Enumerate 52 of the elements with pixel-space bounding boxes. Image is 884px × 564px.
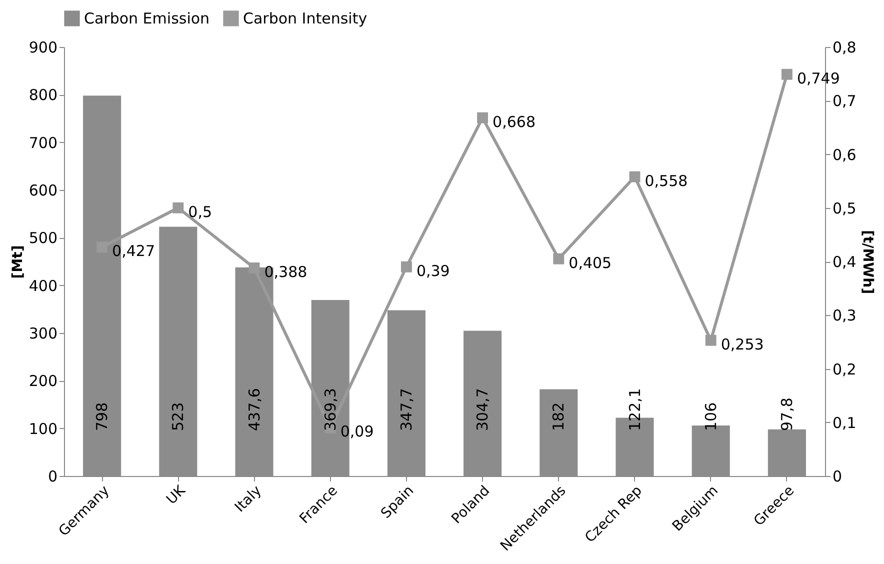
data-label: 0,749 xyxy=(796,69,840,88)
data-label: 106 xyxy=(702,402,720,431)
data-label: 369,3 xyxy=(321,388,340,431)
y-tick-label: 400 xyxy=(28,276,58,295)
y-tick-label: 900 xyxy=(28,38,58,56)
y2-tick-label: 0,5 xyxy=(832,199,856,218)
data-label: 304,7 xyxy=(474,388,492,431)
legend-label: Carbon Emission xyxy=(84,9,210,28)
data-label: 798 xyxy=(93,402,112,431)
point xyxy=(781,68,792,80)
data-label: 347,7 xyxy=(397,388,416,431)
y-tick-label: 300 xyxy=(28,324,58,342)
y-axis-title: [Mt] xyxy=(10,245,26,279)
legend-label: Carbon Intensity xyxy=(243,9,368,28)
data-label: 437,6 xyxy=(245,388,264,431)
data-label: 0,558 xyxy=(644,172,688,190)
y-tick-label: 600 xyxy=(28,182,58,200)
data-label: 523 xyxy=(169,402,188,431)
y2-tick-label: 0,3 xyxy=(832,306,856,325)
y-tick-label: 200 xyxy=(28,372,58,390)
data-label: 0,388 xyxy=(264,262,308,281)
data-label: 0,5 xyxy=(188,202,212,221)
y2-tick-label: 0,6 xyxy=(832,146,856,164)
data-label: 0,668 xyxy=(492,112,536,131)
y-tick-label: 0 xyxy=(48,468,58,486)
point xyxy=(400,261,412,272)
y2-tick-label: 0,4 xyxy=(832,253,856,271)
y2-tick-label: 0,1 xyxy=(832,414,856,432)
y2-tick-label: 0,2 xyxy=(832,360,856,378)
y2-tick-label: 0,7 xyxy=(832,92,856,110)
data-label: 97,8 xyxy=(778,398,796,431)
y-tick-label: 100 xyxy=(28,420,58,438)
data-label: 0,405 xyxy=(568,254,612,272)
point xyxy=(248,262,260,274)
data-label: 0,427 xyxy=(112,242,156,260)
data-label: 0,09 xyxy=(340,422,374,441)
point xyxy=(172,202,184,214)
point xyxy=(705,334,716,346)
data-label: 0,253 xyxy=(720,335,764,354)
point xyxy=(477,112,488,124)
data-label: 0,39 xyxy=(416,262,450,280)
data-label: 122,1 xyxy=(626,388,644,431)
x-tick-label: UK xyxy=(164,482,190,508)
point xyxy=(553,253,564,264)
y2-tick-label: 0,8 xyxy=(832,38,856,56)
y2-axis-title: [t/MWh] xyxy=(859,230,876,294)
point xyxy=(629,171,640,182)
y-tick-label: 700 xyxy=(28,134,58,152)
y2-tick-label: 0 xyxy=(832,468,842,486)
y-tick-label: 800 xyxy=(28,86,58,104)
y-tick-label: 500 xyxy=(28,229,58,248)
data-label: 182 xyxy=(550,402,568,431)
